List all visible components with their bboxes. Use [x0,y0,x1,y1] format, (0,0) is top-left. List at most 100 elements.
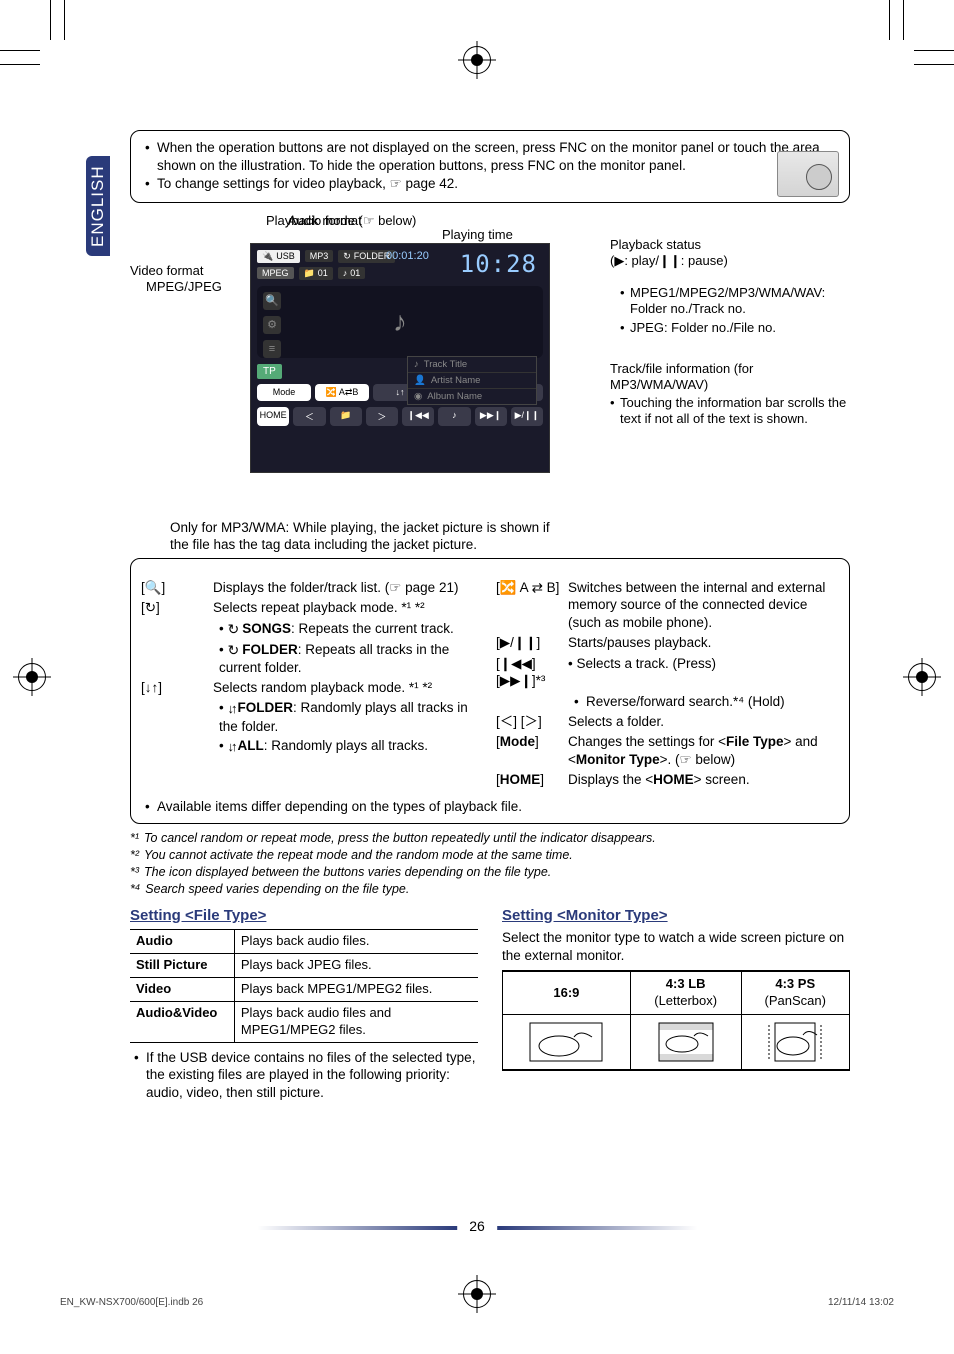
footnotes: *¹To cancel random or repeat mode, press… [130,830,850,898]
search-symbol: [🔍] [141,579,213,597]
repeat-item: • SONGS: Repeats the current track. [141,620,484,639]
play-time: 00:01:20 [386,250,429,262]
file-type-table: AudioPlays back audio files. Still Pictu… [130,929,478,1042]
home-button[interactable]: HOME [257,407,289,426]
skip-item: Reverse/forward search.*⁴ (Hold) [496,693,839,711]
crop-mark [50,0,51,40]
home-symbol: [HOME] [496,771,568,789]
monitor-type-heading: Setting <Monitor Type> [502,906,850,926]
skip-item: • Selects a track. (Press) [568,655,716,690]
ab-desc: Switches between the internal and extern… [568,579,839,632]
aspect-4-3-lb-icon [635,1019,737,1065]
controls-right-column: [🔀 A ⇄ B] Switches between the internal … [496,579,839,792]
file-type-note: If the USB device contains no files of t… [130,1049,478,1102]
table-header-row: 16:9 4:3 LB(Letterbox) 4:3 PS(PanScan) [503,971,850,1014]
screenshot-diagram: Playback mode (☞ below) Audio format Pla… [130,213,850,523]
callout-playback-status: Playback status (▶: play/❙❙: pause) [610,237,840,270]
random-symbol: [↓↑] [141,679,213,697]
random-desc: Selects random playback mode. *¹ *² [213,679,432,697]
player-screen: 10:28 00:01:20 🔌 USB MP3 ↻ FOLDER MPEG 📁… [250,243,550,473]
footer-left: EN_KW-NSX700/600[E].indb 26 [60,1297,203,1308]
track-info-strip: ♪Track Title 👤Artist Name ◉Album Name [407,356,537,405]
callout-audio-format: Audio format [288,213,362,229]
page-content: When the operation buttons are not displ… [130,130,850,1101]
usb-chip: 🔌 USB [257,250,300,263]
mode-symbol: [Mode] [496,733,568,768]
file-type-section: Setting <File Type> AudioPlays back audi… [130,906,478,1102]
repeat-desc: Selects repeat playback mode. *¹ *² [213,599,425,617]
top-note-box: When the operation buttons are not displ… [130,130,850,203]
table-row: VideoPlays back MPEG1/MPEG2 files. [130,978,478,1002]
crop-mark [914,50,954,51]
note-icon: ♪ [414,359,419,370]
monitor-type-section: Setting <Monitor Type> Select the monito… [502,906,850,1102]
artist-icon: 👤 [414,375,426,386]
next-track-button[interactable]: ▶▶❙ [475,407,507,426]
under-screen-note: Only for MP3/WMA: While playing, the jac… [130,519,560,554]
monitor-type-table: 16:9 4:3 LB(Letterbox) 4:3 PS(PanScan) [502,970,850,1071]
random-item: • FOLDER: Randomly plays all tracks in t… [141,699,484,735]
footnote: *³The icon displayed between the buttons… [130,864,850,881]
next-folder-button[interactable]: ＞ [366,407,398,426]
tp-indicator: TP [257,364,282,379]
top-note: When the operation buttons are not displ… [145,139,835,175]
callout-folder-info: •MPEG1/MPEG2/MP3/WMA/WAV: Folder no./Tra… [620,285,850,337]
jacket-area: ♪ 🔍 ⚙ ≡ ♪Track Title 👤Artist Name ◉Album… [257,286,543,358]
clock-display: 10:28 [460,250,537,278]
language-tab: ENGLISH [86,156,110,256]
footnote: *⁴Search speed varies depending on the f… [130,881,850,898]
crop-mark [0,50,40,51]
folder-symbol: [＜] [＞] [496,713,568,731]
prev-track-button[interactable]: ❙◀◀ [402,407,434,426]
home-desc: Displays the <HOME> screen. [568,771,750,789]
registration-mark-left [18,663,46,691]
monitor-type-intro: Select the monitor type to watch a wide … [502,929,850,964]
mp3-chip: MP3 [305,250,334,262]
file-type-heading: Setting <File Type> [130,906,478,926]
repeat-item: • FOLDER: Repeats all tracks in the curr… [141,641,484,677]
mode-desc: Changes the settings for <File Type> and… [568,733,839,768]
folder-no: 📁 01 [299,267,333,280]
crop-mark [889,0,890,40]
crop-mark [903,0,904,40]
skip-symbol: [❙◀◀] [▶▶❙]*³ [496,655,568,690]
footnote: *²You cannot activate the repeat mode an… [130,847,850,864]
registration-mark-right [908,663,936,691]
callout-track-info: Track/file information (for MP3/WMA/WAV)… [610,361,850,428]
video-format-chip: MPEG [257,267,294,279]
mode-button[interactable]: Mode [257,384,311,401]
footnote: *¹To cancel random or repeat mode, press… [130,830,850,847]
eq-icon: ≡ [263,340,281,358]
controls-left-column: [🔍] Displays the folder/track list. (☞ p… [141,579,484,792]
table-row: Audio&VideoPlays back audio files and MP… [130,1001,478,1042]
crop-mark [64,0,65,40]
random-item: • ALL: Randomly plays all tracks. [141,737,484,755]
ab-symbol: [🔀 A ⇄ B] [496,579,568,632]
crop-mark [0,64,40,65]
crop-mark [914,64,954,65]
print-footer: EN_KW-NSX700/600[E].indb 26 12/11/14 13:… [60,1297,894,1308]
track-no: ♪ 01 [338,267,366,279]
table-row [503,1015,850,1071]
ab-button[interactable]: 🔀 A⇄B [315,384,369,401]
play-symbol: [▶/❙❙] [496,634,568,652]
album-icon: ◉ [414,391,422,402]
registration-mark-top [463,46,491,74]
search-icon: 🔍 [263,292,281,310]
prev-folder-button[interactable]: ＜ [293,407,325,426]
touch-thumbnail [777,151,839,197]
play-desc: Starts/pauses playback. [568,634,711,652]
footer-right: 12/11/14 13:02 [828,1297,894,1308]
callout-video-format: Video format MPEG/JPEG [130,263,222,296]
aspect-16-9-icon [507,1019,626,1065]
settings-icon: ⚙ [263,316,281,334]
available-items-note: Available items differ depending on the … [141,798,839,816]
callout-playing-time: Playing time [442,227,513,243]
table-row: AudioPlays back audio files. [130,930,478,954]
play-pause-button[interactable]: ▶/❙❙ [511,407,543,426]
aspect-4-3-ps-icon [746,1019,845,1065]
folder-button[interactable]: 📁 [330,407,362,426]
search-desc: Displays the folder/track list. (☞ page … [213,579,458,597]
track-button[interactable]: ♪ [438,407,470,426]
folder-desc: Selects a folder. [568,713,664,731]
